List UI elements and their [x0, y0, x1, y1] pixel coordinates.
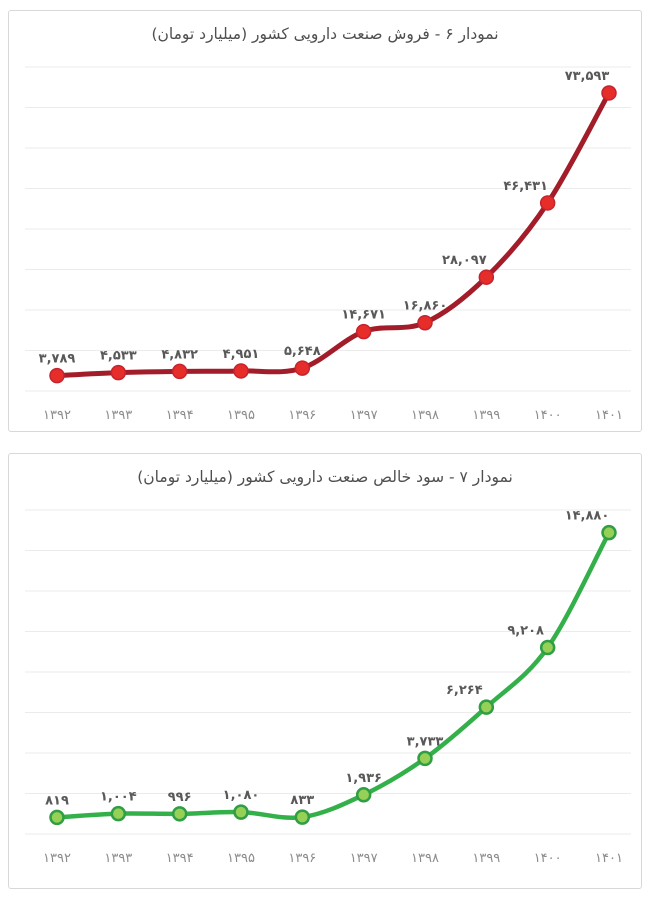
data-point-marker [417, 750, 433, 767]
data-point-marker [171, 806, 188, 822]
data-point-marker [355, 787, 372, 803]
x-axis-tick-label: ۱۳۹۲ [43, 851, 71, 866]
data-point-value-label: ۹,۲۰۸ [507, 624, 544, 639]
data-point-value-label: ۲۸,۰۹۷ [442, 253, 487, 268]
x-axis-tick-label: ۱۴۰۱ [595, 408, 623, 423]
x-axis-tick-label: ۱۳۹۳ [104, 851, 132, 866]
data-point-value-label: ۷۳,۵۹۳ [565, 69, 610, 84]
x-axis-tick-label: ۱۳۹۳ [104, 408, 132, 423]
data-point-value-label: ۴,۵۳۳ [100, 349, 137, 364]
x-axis-tick-label: ۱۴۰۰ [534, 408, 562, 423]
net-profit-chart-card: نمودار ۷ - سود خالص صنعت دارویی کشور (می… [8, 453, 642, 889]
data-point-value-label: ۳,۷۳۳ [407, 734, 444, 749]
data-point-value-label: ۸۳۳ [290, 793, 314, 808]
data-point-marker [601, 85, 617, 101]
x-axis-tick-label: ۱۴۰۰ [534, 851, 562, 866]
x-axis-tick-label: ۱۳۹۹ [472, 851, 500, 866]
data-point-marker [478, 269, 495, 285]
x-axis-tick-label: ۱۳۹۲ [43, 408, 71, 423]
data-point-value-label: ۴,۸۳۲ [161, 347, 198, 362]
net-profit-chart-plot: ۸۱۹ ۱,۰۰۴ ۹۹۶ ۱,۰۸۰ ۸۳۳ ۱,۹۳۶ ۳,۷۳۳ ۶,۲۶۴ ۹,۲۰۸ ۱… [25, 509, 631, 866]
data-point-value-label: ۱,۰۰۴ [100, 790, 137, 805]
data-point-value-label: ۱,۰۸۰ [223, 788, 260, 803]
x-axis-tick-label: ۱۳۹۴ [166, 851, 194, 866]
data-point-value-label: ۴۶,۴۳۱ [503, 179, 548, 194]
data-point-value-label: ۸۱۹ [45, 793, 69, 808]
x-axis-tick-label: ۱۳۹۸ [411, 851, 439, 866]
data-point-value-label: ۱۴,۸۸۰ [565, 509, 610, 524]
data-point-value-label: ۱۴,۶۷۱ [341, 308, 386, 323]
x-axis-tick-label: ۱۳۹۵ [227, 851, 255, 866]
data-point-marker [294, 360, 311, 376]
data-point-value-label: ۴,۹۵۱ [223, 347, 260, 362]
sales-chart-plot: ۳,۷۸۹ ۴,۵۳۳ ۴,۸۳۲ ۴,۹۵۱ ۵,۶۴۸ ۱۴,۶۷۱ ۱۶,۸۶۰ ۲۸,… [25, 66, 631, 423]
data-point-value-label: ۱,۹۳۶ [345, 771, 382, 786]
data-point-marker [294, 809, 311, 825]
data-point-marker [233, 804, 249, 820]
sales-chart-title: نمودار ۶ - فروش صنعت دارویی کشور (میلیار… [151, 25, 499, 43]
x-axis-tick-label: ۱۳۹۶ [288, 408, 316, 423]
data-point-marker [233, 363, 249, 379]
data-point-value-label: ۶,۲۶۴ [446, 683, 483, 698]
data-point-marker [355, 323, 372, 340]
data-point-marker [110, 364, 127, 381]
data-point-marker [601, 524, 617, 541]
data-point-value-label: ۹۹۶ [168, 790, 192, 805]
x-axis-tick-label: ۱۳۹۶ [288, 851, 316, 866]
series-line [54, 90, 612, 379]
x-axis-tick-label: ۱۳۹۷ [350, 851, 378, 866]
data-point-marker [478, 699, 495, 715]
x-axis-tick-label: ۱۳۹۹ [472, 408, 500, 423]
x-axis-tick-label: ۱۴۰۱ [595, 851, 623, 866]
data-point-value-label: ۳,۷۸۹ [39, 352, 76, 367]
sales-chart-card: نمودار ۶ - فروش صنعت دارویی کشور (میلیار… [8, 10, 642, 432]
data-point-marker [171, 363, 188, 380]
data-point-marker [539, 639, 556, 656]
data-point-value-label: ۱۶,۸۶۰ [403, 299, 448, 314]
data-point-marker [417, 314, 433, 331]
x-axis-tick-label: ۱۳۹۵ [227, 408, 255, 423]
x-axis-tick-label: ۱۳۹۴ [166, 408, 194, 423]
data-point-value-label: ۵,۶۴۸ [284, 344, 321, 359]
data-point-marker [49, 809, 65, 826]
data-point-marker [110, 805, 127, 822]
x-axis-tick-label: ۱۳۹۸ [411, 408, 439, 423]
net-profit-chart-title: نمودار ۷ - سود خالص صنعت دارویی کشور (می… [137, 468, 513, 486]
series-line [54, 530, 612, 821]
data-point-marker [539, 195, 556, 211]
data-point-marker [49, 367, 65, 384]
x-axis-tick-label: ۱۳۹۷ [350, 408, 378, 423]
